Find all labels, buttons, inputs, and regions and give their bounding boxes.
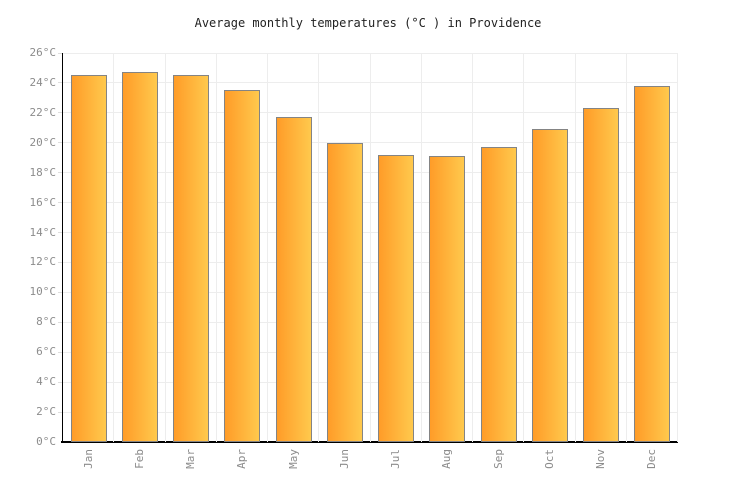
- y-tick-label: 10°C: [29, 285, 57, 299]
- chart-title: Average monthly temperatures (°C ) in Pr…: [194, 16, 542, 30]
- x-tick-label: Sep: [492, 449, 505, 469]
- bar-jun: [327, 143, 363, 442]
- y-tick-mark: [58, 291, 62, 293]
- x-gridline: [575, 53, 576, 442]
- y-tick-label: 18°C: [29, 165, 57, 179]
- x-tick-label: Aug: [440, 449, 453, 469]
- bar-may: [276, 117, 312, 442]
- bar-jan: [71, 75, 107, 442]
- y-tick-label: 24°C: [29, 75, 57, 89]
- y-tick-label: 4°C: [36, 375, 56, 389]
- y-tick-mark: [58, 321, 62, 323]
- y-tick-mark: [58, 351, 62, 353]
- x-tick-label: Jun: [338, 449, 351, 469]
- plot-area: [58, 52, 678, 443]
- x-tick-label: Oct: [543, 449, 556, 469]
- x-gridline: [472, 53, 473, 442]
- y-tick-label: 2°C: [36, 405, 56, 419]
- y-tick-label: 0°C: [36, 435, 56, 448]
- bar-apr: [224, 90, 260, 442]
- x-gridline: [677, 53, 678, 442]
- x-tick-label: Jul: [389, 449, 402, 469]
- x-tick-label: Nov: [594, 449, 607, 469]
- bar-oct: [532, 129, 568, 442]
- bar-jul: [378, 155, 414, 442]
- y-tick-label: 14°C: [29, 225, 57, 239]
- x-gridline: [370, 53, 371, 442]
- x-tick-label: Mar: [184, 449, 197, 469]
- y-tick-mark: [58, 232, 62, 234]
- x-gridline: [113, 53, 114, 442]
- bar-aug: [429, 156, 465, 442]
- y-tick-label: 16°C: [29, 195, 57, 209]
- x-gridline: [165, 53, 166, 442]
- y-tick-label: 6°C: [36, 345, 56, 359]
- bar-dec: [634, 86, 670, 442]
- y-tick-mark: [58, 142, 62, 144]
- x-gridline: [626, 53, 627, 442]
- bar-nov: [583, 108, 619, 442]
- x-tick-label: Feb: [133, 449, 146, 469]
- bar-sep: [481, 147, 517, 442]
- y-tick-label: 12°C: [29, 255, 57, 269]
- bar-mar: [173, 75, 209, 442]
- y-tick-label: 26°C: [29, 46, 57, 59]
- x-gridline: [267, 53, 268, 442]
- x-gridline: [421, 53, 422, 442]
- x-tick-label: Dec: [645, 449, 658, 469]
- y-axis-line: [62, 53, 63, 443]
- y-tick-mark: [58, 261, 62, 263]
- x-gridline: [523, 53, 524, 442]
- y-tick-mark: [58, 82, 62, 84]
- x-tick-label: Apr: [235, 449, 248, 469]
- y-tick-mark: [58, 52, 62, 54]
- x-gridline: [216, 53, 217, 442]
- y-tick-label: 20°C: [29, 135, 57, 149]
- y-tick-mark: [58, 411, 62, 413]
- x-tick-label: May: [287, 449, 300, 469]
- x-tick-label: Jan: [82, 449, 95, 469]
- y-tick-mark: [58, 381, 62, 383]
- y-tick-mark: [58, 172, 62, 174]
- bar-feb: [122, 72, 158, 442]
- y-tick-mark: [58, 202, 62, 204]
- y-tick-label: 8°C: [36, 315, 56, 329]
- y-tick-mark: [58, 112, 62, 114]
- y-tick-label: 22°C: [29, 105, 57, 119]
- x-axis-line: [61, 441, 678, 443]
- x-gridline: [318, 53, 319, 442]
